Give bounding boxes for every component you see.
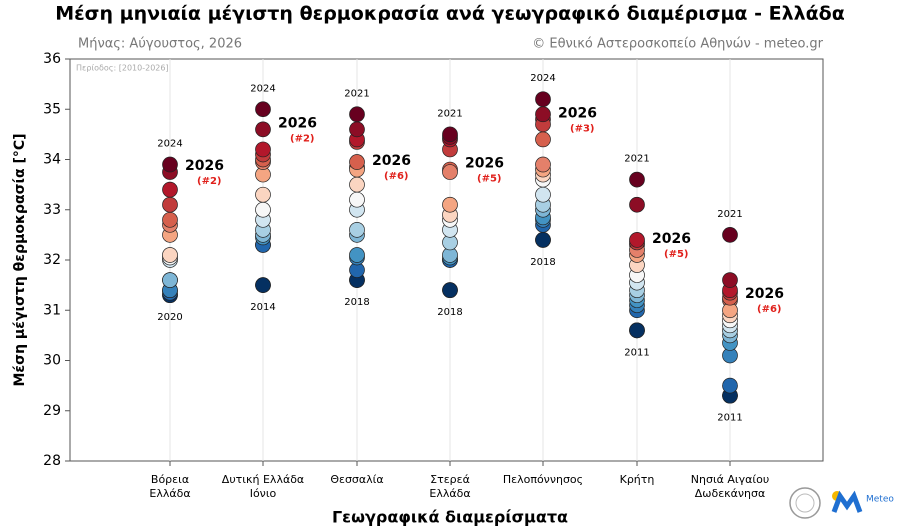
point [442,126,458,143]
min-year-label: 2011 [717,413,742,424]
point [255,277,271,293]
rank-label: (#3) [570,123,594,134]
current-label: 2026 [372,153,411,169]
point [349,176,365,193]
point [722,227,738,243]
min-year-label: 2018 [437,307,462,318]
point [722,377,738,394]
point [442,164,458,180]
point [535,106,551,123]
y-axis-label: Μέση μέγιστη θερμοκρασία [°C] [12,133,28,386]
point [349,222,365,238]
point [349,191,365,208]
point [629,322,645,339]
current-label: 2026 [465,156,504,172]
rank-label: (#2) [290,133,314,144]
rank-label: (#5) [664,249,688,260]
x-tick-label: Βόρεια [151,473,189,486]
x-tick-label: Ελλάδα [149,487,190,500]
max-year-label: 2021 [717,209,742,220]
subtitle: Μήνας: Αύγουστος, 2026 [78,37,242,52]
point [162,156,178,173]
max-year-label: 2024 [157,139,182,150]
rank-label: (#6) [757,304,781,315]
current-label: 2026 [745,286,784,302]
x-tick-label: Πελοπόννησος [503,473,583,486]
point [255,186,271,203]
x-tick-label: Νησιά Αιγαίου [691,473,769,486]
y-tick-label: 32 [43,252,61,268]
current-label: 2026 [185,158,224,174]
point [535,156,551,173]
credit: © Εθνικό Αστεροσκοπείο Αθηνών - meteo.gr [532,37,823,52]
point [722,272,738,288]
x-tick-label: Ελλάδα [429,487,470,500]
min-year-label: 2020 [157,312,182,323]
seal [789,487,821,519]
seal-inner [795,493,815,513]
min-year-label: 2018 [344,297,369,308]
x-tick-label: Θεσσαλία [330,473,383,486]
x-tick-label: Στερεά [430,473,470,486]
max-year-label: 2024 [530,73,555,84]
point [162,247,178,263]
current-label: 2026 [278,115,317,131]
x-tick-label: Δωδεκάνησα [695,487,766,500]
x-tick-label: Ιόνιο [250,487,277,500]
x-tick-label: Δυτική Ελλάδα [222,473,304,486]
min-year-label: 2018 [530,257,555,268]
max-year-label: 2021 [344,88,369,99]
point [162,196,178,213]
point [255,141,271,158]
chart-title: Μέση μηνιαία μέγιστη θερμοκρασία ανά γεω… [55,3,845,25]
point [255,101,271,118]
rank-label: (#5) [477,174,501,185]
point [629,232,645,248]
point [629,171,645,188]
x-tick-label: Κρήτη [620,473,655,486]
point [255,201,271,218]
y-tick-label: 28 [43,453,61,469]
point [349,121,365,138]
y-tick-label: 36 [43,51,61,67]
point [162,181,178,198]
max-year-label: 2021 [437,108,462,119]
y-tick-label: 31 [43,302,61,318]
point [349,106,365,123]
max-year-label: 2021 [624,154,649,165]
rank-label: (#2) [197,176,221,187]
y-tick-label: 30 [43,353,61,369]
point [162,272,178,288]
logo-m [831,490,863,513]
logo-text: Meteo [866,495,894,505]
max-year-label: 2024 [250,83,275,94]
point [255,121,271,138]
point [535,131,551,148]
logos: Meteo [789,487,894,519]
point [162,211,178,228]
current-label: 2026 [558,105,597,121]
point [442,282,458,298]
y-tick-label: 29 [43,403,61,419]
point [442,196,458,213]
min-year-label: 2011 [624,347,649,358]
point [349,154,365,170]
min-year-label: 2014 [250,302,275,313]
point [535,91,551,108]
point [629,196,645,213]
point [535,186,551,203]
rank-label: (#6) [384,171,408,182]
point [535,232,551,248]
period: Περίοδος: [2010-2026] [76,64,169,73]
y-tick-label: 34 [43,152,61,168]
y-tick-label: 35 [43,101,61,117]
point [349,247,365,263]
y-tick-label: 33 [43,202,61,218]
current-label: 2026 [652,231,691,247]
x-axis-label: Γεωγραφικά διαμερίσματα [332,508,568,527]
